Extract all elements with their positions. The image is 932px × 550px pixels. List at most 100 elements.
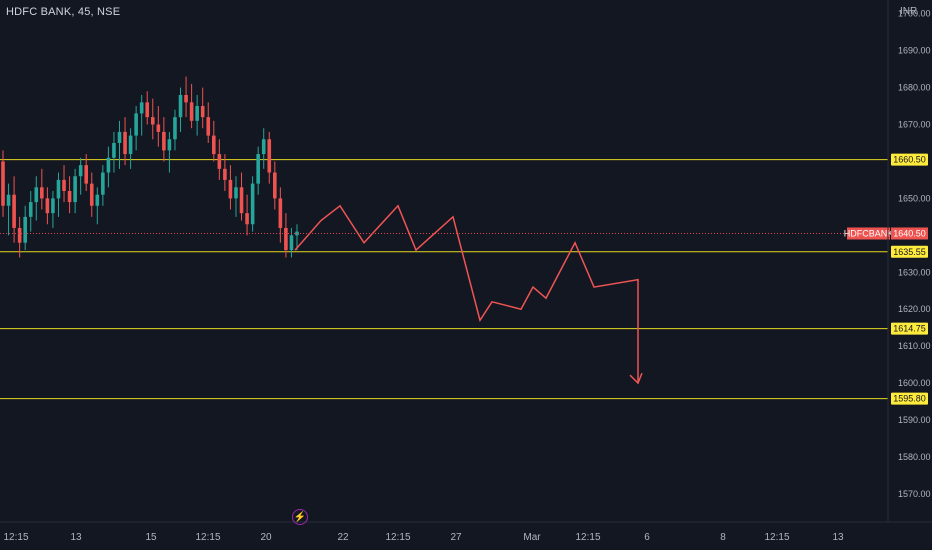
price-tick-label: 1590.00: [898, 415, 931, 425]
candle-body: [267, 139, 272, 173]
candle-body: [206, 117, 211, 136]
candle-body: [28, 202, 33, 217]
candle-body: [150, 117, 155, 125]
time-tick-label: Mar: [523, 532, 541, 543]
candle-body: [89, 183, 94, 206]
time-tick-label: 15: [145, 532, 157, 543]
candlestick-series: [1, 76, 299, 258]
last-price-line: HDFCBANK 1640.50: [0, 227, 928, 240]
candle-body: [101, 172, 105, 195]
price-tick-label: 1610.00: [898, 341, 931, 351]
candle-body: [73, 176, 77, 203]
symbol-badge-label: HDFCBANK: [844, 228, 894, 238]
projection-path[interactable]: [294, 204, 643, 385]
symbol-title[interactable]: HDFC BANK, 45, NSE: [6, 6, 121, 18]
projection-line[interactable]: [294, 204, 639, 384]
time-tick-label: 13: [70, 532, 82, 543]
candle-body: [84, 165, 89, 184]
candle-body: [12, 194, 16, 228]
time-tick-label: 20: [260, 532, 272, 543]
candle-body: [156, 124, 161, 132]
level-price-label: 1595.80: [893, 394, 926, 404]
time-tick-label: 12:15: [385, 532, 410, 543]
price-tick-label: 1570.00: [898, 489, 931, 499]
candle-body: [62, 179, 66, 192]
candle-body: [162, 131, 166, 151]
time-tick-label: 12:15: [764, 532, 789, 543]
candle-body: [261, 139, 266, 155]
level-price-badge: [891, 392, 928, 405]
price-tick-label: 1630.00: [898, 267, 931, 277]
level-price-badge: [891, 245, 928, 258]
candle-body: [17, 227, 22, 243]
price-tick-label: 1680.00: [898, 83, 931, 93]
candle-body: [195, 106, 199, 121]
level-price-label: 1635.55: [893, 247, 926, 257]
time-tick-label: 8: [720, 532, 726, 543]
projection-arrow-head: [629, 372, 643, 385]
last-price-badge: [891, 227, 928, 240]
price-tick-label: 1670.00: [898, 120, 931, 130]
level-price-label: 1660.50: [893, 155, 926, 165]
candle-body: [139, 102, 144, 114]
price-tick-label: 1580.00: [898, 452, 931, 462]
candle-body: [67, 191, 72, 203]
candle-body: [134, 113, 138, 136]
time-tick-label: 12:15: [195, 532, 220, 543]
candle-body: [278, 198, 283, 228]
candle-body: [245, 213, 249, 225]
price-tick-label: 1600.00: [898, 378, 931, 388]
time-tick-label: 13: [832, 532, 844, 543]
candle-body: [273, 172, 277, 199]
time-tick-label: 12:15: [575, 532, 600, 543]
price-tick-label: 1690.00: [898, 46, 931, 56]
candle-body: [284, 227, 288, 251]
lightning-icon[interactable]: ⚡: [292, 509, 308, 525]
currency-label: INR: [900, 6, 918, 17]
candle-body: [145, 102, 150, 118]
candle-body: [117, 131, 122, 143]
candle-body: [178, 94, 183, 118]
candle-body: [123, 131, 127, 155]
candle-body: [51, 198, 55, 214]
candle-body: [256, 154, 260, 184]
candle-body: [211, 135, 216, 155]
time-tick-label: 22: [337, 532, 349, 543]
candle-body: [173, 117, 177, 140]
time-axis[interactable]: 12:15 13 15 12:15 20 22 12:15 27 Mar 12:15 6 8 12:15…: [0, 521, 932, 543]
candle-body: [223, 168, 227, 180]
candle-body: [228, 179, 233, 199]
candle-body: [167, 139, 172, 151]
candle-body: [250, 183, 255, 225]
candle-body: [23, 216, 27, 243]
time-tick-label: 6: [644, 532, 650, 543]
candle-body: [234, 187, 238, 199]
candle-body: [184, 94, 188, 103]
time-tick-label: 27: [450, 532, 462, 543]
candle-body: [34, 187, 39, 203]
candle-body: [289, 235, 294, 251]
price-tick-label: 1700.00: [898, 9, 931, 19]
candle-body: [189, 102, 194, 121]
candle-body: [200, 106, 205, 118]
level-price-badge: [891, 153, 928, 166]
candle-body: [1, 161, 5, 206]
level-price-badge: [891, 322, 928, 335]
support-resistance-lines[interactable]: 1660.50 1635.55 1614.75 1595.80: [0, 153, 928, 405]
candle-body: [128, 135, 133, 155]
time-tick-label: 12:15: [3, 532, 28, 543]
candle-body: [56, 179, 61, 199]
candle-body: [217, 154, 222, 169]
price-tick-label: 1620.00: [898, 304, 931, 314]
price-tick-label: 1650.00: [898, 193, 931, 203]
candle-body: [45, 198, 50, 214]
last-price-label: 1640.50: [893, 228, 926, 238]
candle-body: [112, 142, 116, 158]
candle-body: [78, 165, 83, 177]
candle-body: [40, 187, 44, 199]
price-axis[interactable]: 1700.00 1690.00 1680.00 1670.00 1650.00 1630.…: [887, 0, 931, 522]
level-price-label: 1614.75: [893, 324, 926, 334]
candle-body: [239, 187, 244, 214]
candle-body: [95, 194, 100, 206]
